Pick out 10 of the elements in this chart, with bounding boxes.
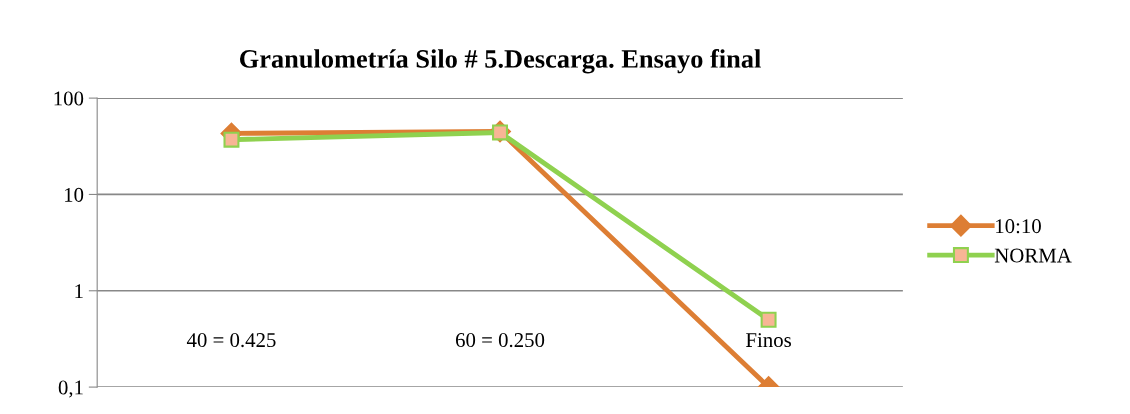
- y-tick-label: 100: [54, 91, 84, 106]
- y-tick-label: 10: [64, 187, 84, 202]
- y-tick-label: 1: [75, 284, 83, 298]
- x-tick-label: 60 = 0.250: [455, 333, 545, 348]
- x-tick-label: Finos: [746, 333, 791, 348]
- legend-label: 10:10: [996, 219, 1041, 234]
- y-tick-label: 0,1: [58, 380, 83, 398]
- legend-label: NORMA: [994, 248, 1072, 263]
- x-tick-label: 40 = 0.425: [186, 333, 276, 348]
- chart-title: Granulometría Silo # 5.Descarga. Ensayo final: [240, 48, 761, 74]
